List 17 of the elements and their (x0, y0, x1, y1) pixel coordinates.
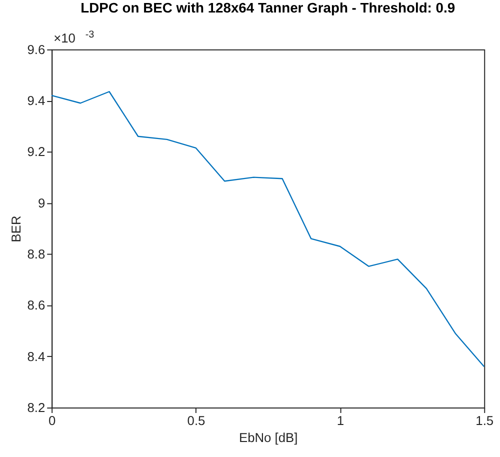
y-tick-label: 8.8 (27, 246, 46, 262)
y-tick-label: 9 (38, 195, 46, 210)
y-tick-label: 8.6 (27, 298, 46, 313)
x-tick-label: 1.5 (476, 412, 494, 428)
x-tick-label: 1 (336, 412, 344, 428)
y-tick-label: 8.4 (27, 348, 46, 364)
y-tick-label: 8.2 (27, 400, 46, 416)
x-tick-label: 0.5 (187, 412, 206, 428)
y-tick-label: 9.2 (27, 144, 46, 160)
text: ×10-3 (54, 30, 95, 46)
y-tick-label: 9.4 (27, 93, 46, 108)
chart-title: LDPC on BEC with 128x64 Tanner Graph - Threshold: 0.9 (80, 0, 456, 16)
line-series (50, 91, 485, 368)
y-tick-label: 9.6 (27, 42, 46, 57)
x-axis-title: EbNo [dB] (239, 430, 298, 445)
x-tick-label: 0 (48, 412, 56, 428)
y-axis-title: BER (8, 216, 24, 242)
